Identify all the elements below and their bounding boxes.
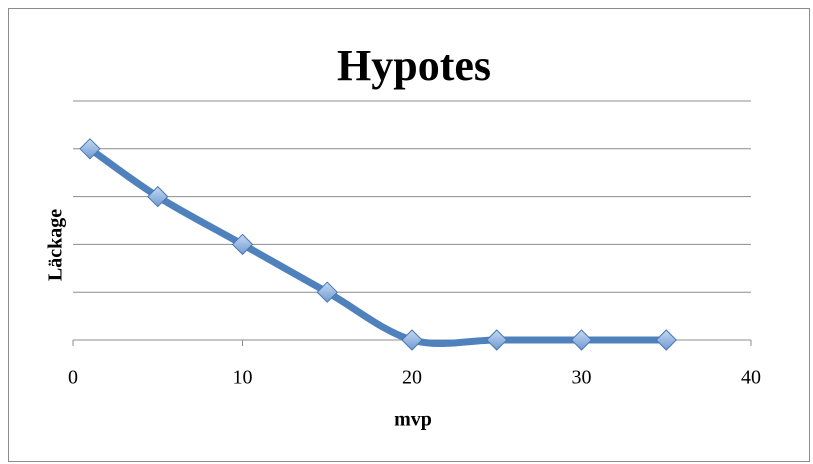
x-tick-label: 40 — [741, 367, 761, 389]
marker — [231, 233, 254, 256]
marker — [147, 185, 169, 208]
marker — [401, 329, 423, 351]
marker — [570, 329, 593, 351]
chart-title: Hypotes — [337, 41, 491, 90]
marker — [316, 281, 338, 303]
x-tick-label: 0 — [68, 367, 78, 389]
marker — [486, 329, 508, 351]
marker — [79, 138, 101, 160]
x-tick-label: 10 — [233, 367, 253, 389]
x-tick-label: 20 — [402, 367, 422, 389]
x-tick-label: 30 — [572, 367, 592, 389]
marker — [655, 329, 677, 351]
y-axis-label: Läckage — [45, 209, 67, 281]
chart-border — [8, 8, 810, 462]
x-axis-label: mvp — [394, 409, 432, 431]
